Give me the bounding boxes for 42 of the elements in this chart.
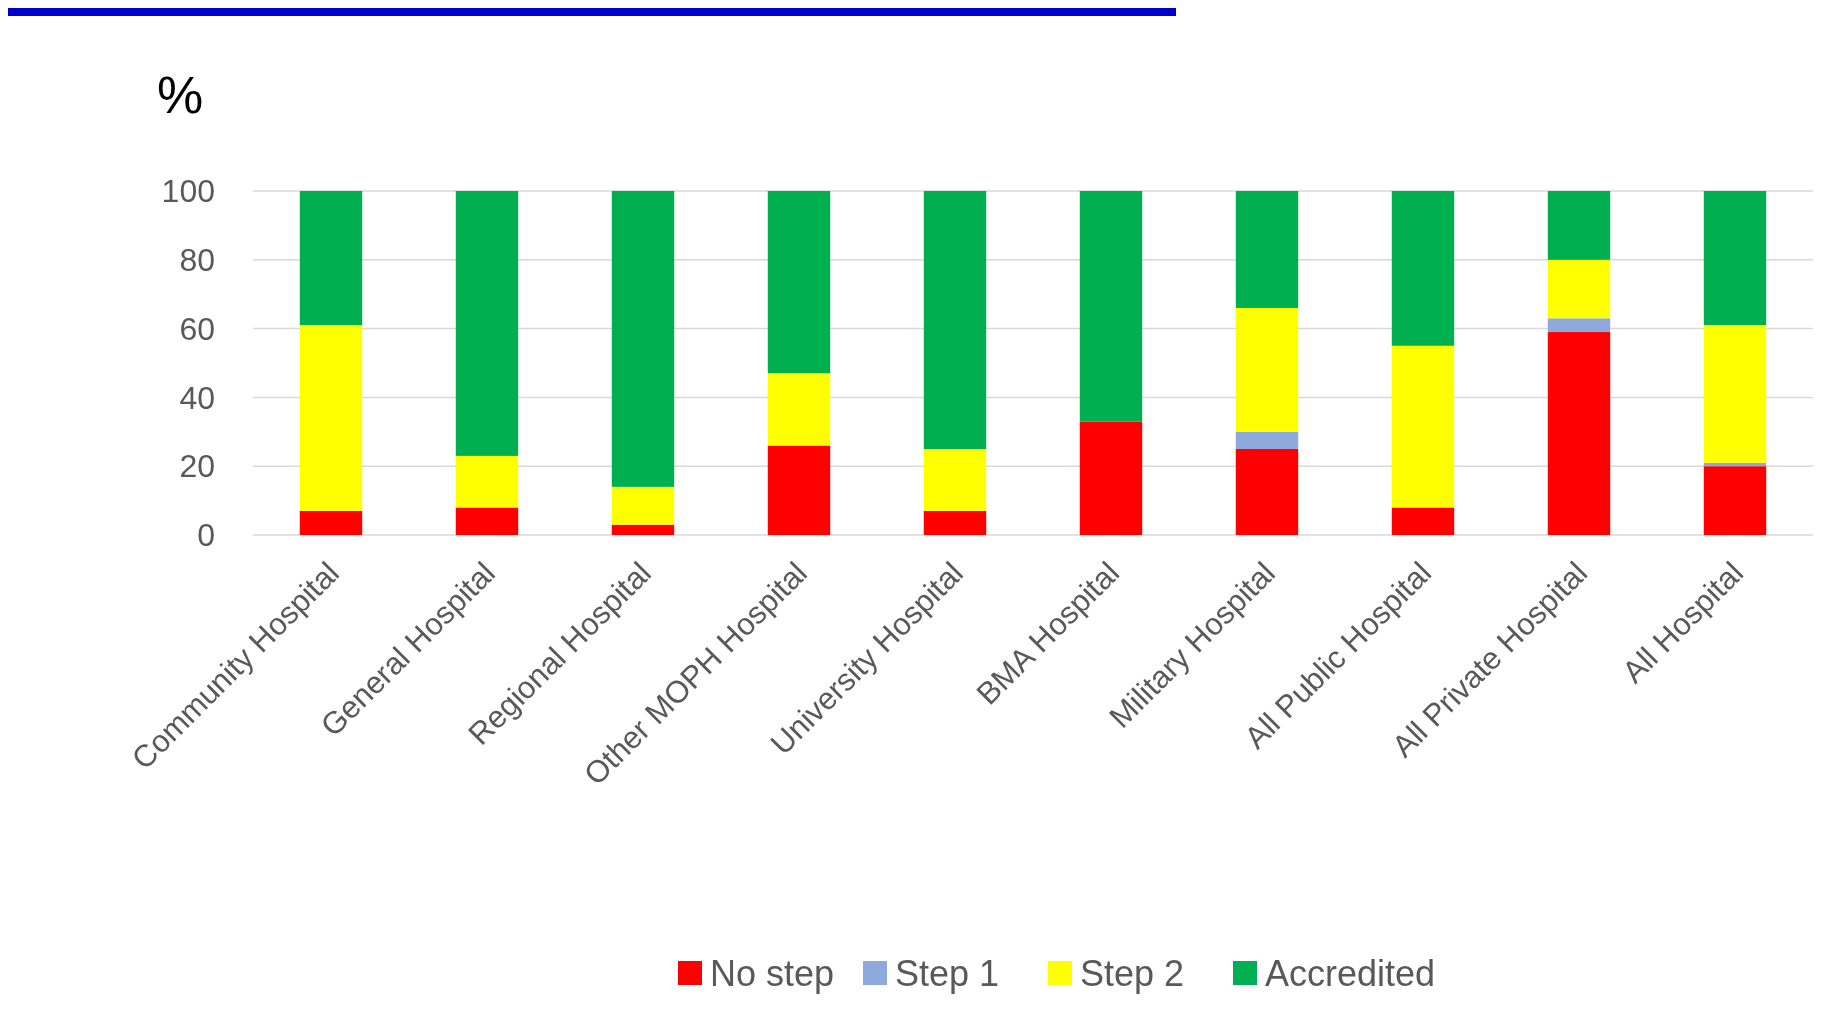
y-tick-label: 20 xyxy=(179,448,215,485)
bar xyxy=(1703,325,1767,463)
bar xyxy=(455,507,519,535)
bar xyxy=(1079,191,1143,422)
bar xyxy=(611,524,675,535)
y-axis-title: % xyxy=(156,66,204,124)
bar xyxy=(1235,449,1299,535)
bar xyxy=(1547,259,1611,319)
y-tick-label: 60 xyxy=(179,310,215,347)
legend-label: Step 1 xyxy=(895,952,1000,994)
bar xyxy=(767,373,831,446)
y-tick-label: 0 xyxy=(197,517,215,554)
legend-label: Step 2 xyxy=(1080,952,1185,994)
bar xyxy=(1079,421,1143,535)
bar xyxy=(1235,191,1299,308)
bar xyxy=(923,510,987,535)
bar xyxy=(455,455,519,508)
y-tick-label: 40 xyxy=(179,379,215,416)
bar xyxy=(1235,431,1299,449)
y-tick-label: 100 xyxy=(161,173,215,210)
bar xyxy=(923,449,987,511)
bar xyxy=(1391,507,1455,535)
bar xyxy=(611,486,675,525)
bar xyxy=(1547,332,1611,535)
bar xyxy=(1547,318,1611,333)
bar xyxy=(1547,191,1611,260)
y-tick-label: 80 xyxy=(179,242,215,278)
bar xyxy=(1391,345,1455,508)
bar xyxy=(1235,307,1299,432)
bar xyxy=(1391,191,1455,346)
legend-label: Accredited xyxy=(1265,952,1436,994)
bar xyxy=(1703,466,1767,535)
bar xyxy=(299,510,363,535)
bar xyxy=(455,191,519,456)
bar xyxy=(611,191,675,487)
bar xyxy=(1703,191,1767,326)
bar xyxy=(767,191,831,374)
bar xyxy=(299,191,363,326)
legend-label: No step xyxy=(710,952,835,994)
bar xyxy=(923,191,987,449)
bar xyxy=(767,445,831,535)
bar xyxy=(299,325,363,511)
